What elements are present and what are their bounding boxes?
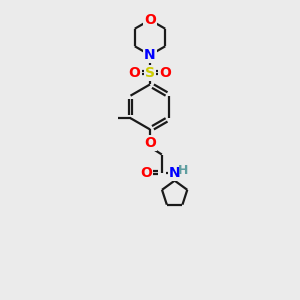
Text: H: H bbox=[178, 164, 188, 177]
Text: O: O bbox=[129, 66, 140, 80]
Text: O: O bbox=[144, 13, 156, 27]
Text: O: O bbox=[144, 12, 156, 26]
Text: O: O bbox=[144, 136, 156, 150]
Text: N: N bbox=[144, 48, 156, 62]
Text: O: O bbox=[160, 66, 171, 80]
Text: N: N bbox=[169, 166, 181, 180]
Text: S: S bbox=[145, 66, 155, 80]
Text: O: O bbox=[140, 166, 152, 180]
